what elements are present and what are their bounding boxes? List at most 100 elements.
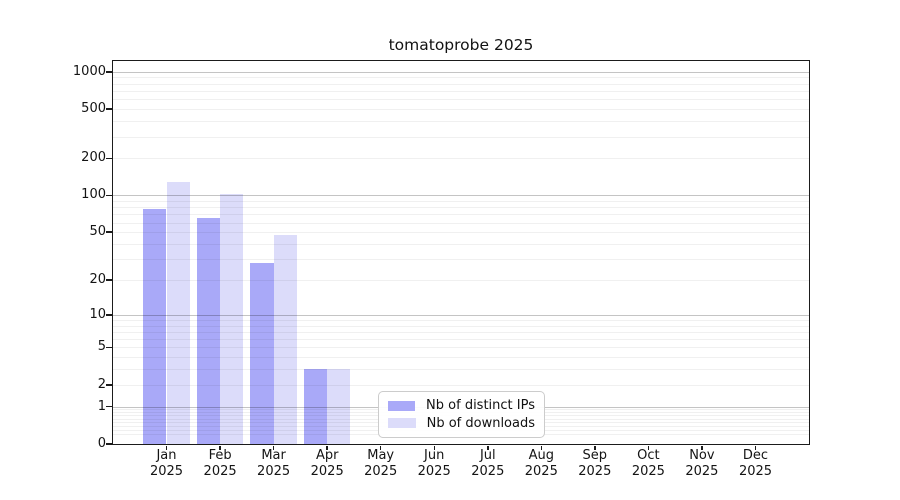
x-tick-mark [272,445,275,450]
bar-downloads [166,182,190,444]
plot-area: Nb of distinct IPs Nb of downloads [112,60,810,445]
x-tick-month: Sep [582,448,608,463]
y-tick-mark [106,71,112,73]
x-tick-mark [754,445,757,450]
x-tick-year: 2025 [417,464,451,479]
gridline-minor [113,331,809,333]
y-tick-mark [106,194,112,197]
legend-item-downloads: Nb of downloads [388,415,535,432]
y-tick-label: 200 [81,150,106,166]
x-tick-month: Feb [208,448,232,463]
y-tick-label: 1000 [72,63,106,79]
gridline-minor [113,369,809,371]
gridline-minor [113,90,809,92]
bar-downloads [327,369,351,444]
bar-distinct-ips [250,262,274,444]
y-tick-mark [106,443,112,445]
y-tick-mark [106,405,112,408]
legend-swatch-distinct-ips [388,400,416,411]
gridline-minor [113,136,809,138]
bar-layer [113,61,809,444]
bar-distinct-ips [143,209,167,444]
bar-downloads [220,193,244,444]
x-tick-label: Jul 2025 [456,448,520,480]
y-tick-label: 0 [97,436,106,451]
x-tick-year: 2025 [310,464,344,479]
x-tick-label: Oct 2025 [616,448,680,480]
x-tick-mark [647,445,650,450]
gridline-minor [113,384,809,386]
y-tick-label: 1 [97,398,106,414]
y-tick-label: 500 [81,101,106,116]
gridline-minor [113,222,809,224]
x-tick-mark [701,445,703,450]
y-tick-mark [106,346,112,349]
x-tick-mark [540,445,543,450]
x-tick-mark [219,445,221,450]
x-tick-mark [433,445,435,450]
x-tick-month: Jul [479,448,496,463]
x-tick-year: 2025 [631,464,665,479]
x-tick-label: Feb 2025 [188,448,252,480]
x-tick-mark [594,445,596,450]
bar-distinct-ips [304,369,328,444]
gridline-minor [113,83,809,85]
x-tick-label: May 2025 [349,448,413,480]
legend-label-distinct-ips: Nb of distinct IPs [426,398,535,414]
y-tick-label: 10 [89,306,106,322]
gridline-major [113,314,809,316]
gridline-minor [113,200,809,202]
x-tick-label: Mar 2025 [242,448,306,480]
x-tick-month: Mar [261,448,286,463]
gridline-minor [113,232,809,234]
x-tick-label: Dec 2025 [724,448,788,480]
x-tick-month: May [367,448,395,463]
x-tick-month: Apr [315,448,339,463]
legend: Nb of distinct IPs Nb of downloads [378,391,545,438]
x-tick-label: Jan 2025 [135,448,199,480]
gridline-minor [113,325,809,327]
y-tick-label: 100 [81,187,106,203]
x-tick-month: Jun [424,448,445,463]
gridline-minor [113,207,809,209]
gridline-minor [113,214,809,216]
y-tick-mark [106,279,112,281]
gridline-minor [113,319,809,321]
x-tick-mark [487,445,489,450]
legend-item-distinct-ips: Nb of distinct IPs [388,397,535,414]
x-tick-label: Aug 2025 [509,448,573,480]
x-tick-month: Oct [637,448,660,463]
chart-title: tomatoprobe 2025 [388,36,534,54]
gridline-minor [113,99,809,101]
x-tick-label: Jun 2025 [402,448,466,480]
grid-layer [113,61,809,444]
x-tick-year: 2025 [685,464,719,479]
x-tick-month: Dec [742,448,769,463]
x-tick-year: 2025 [364,464,398,479]
gridline-minor [113,279,809,281]
y-tick-mark [106,384,112,386]
x-tick-year: 2025 [149,464,184,479]
legend-swatch-downloads [388,418,416,429]
x-tick-mark [165,445,168,450]
y-tick-mark [106,108,112,110]
gridline-minor [113,259,809,260]
gridline-minor [113,158,809,160]
y-tick-label: 20 [89,271,106,287]
x-tick-mark [379,445,382,450]
gridline-major [113,71,809,73]
x-tick-year: 2025 [257,464,291,479]
x-tick-label: Apr 2025 [295,448,359,480]
gridline-minor [113,347,809,349]
x-tick-mark [326,445,328,450]
bar-distinct-ips [196,218,221,444]
x-tick-year: 2025 [203,464,237,479]
x-tick-month: Jan [156,448,177,463]
gridline-minor [113,357,809,359]
gridline-minor [113,109,809,110]
y-tick-mark [106,157,112,159]
y-tick-label: 5 [97,339,106,355]
x-tick-year: 2025 [578,464,612,479]
bar-downloads [273,235,297,444]
